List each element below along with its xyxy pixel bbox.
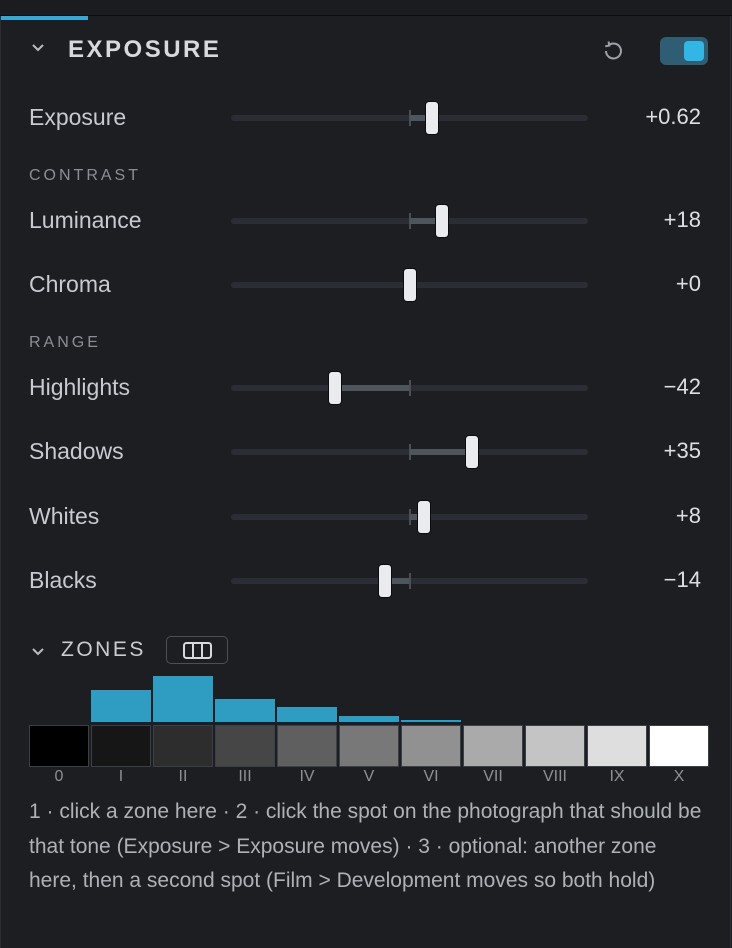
zone-columns-button[interactable] bbox=[166, 636, 228, 664]
slider-track[interactable] bbox=[231, 501, 588, 533]
slider-track[interactable] bbox=[231, 436, 588, 468]
zone-swatch[interactable] bbox=[649, 725, 709, 767]
slider-fill bbox=[384, 578, 410, 584]
enable-toggle[interactable] bbox=[660, 37, 708, 65]
slider-label: Luminance bbox=[29, 207, 142, 233]
help-text: 1 · click a zone here · 2 · click the sp… bbox=[29, 800, 702, 892]
slider-track[interactable] bbox=[231, 205, 588, 237]
zone-label: VII bbox=[483, 768, 503, 785]
slider-track[interactable] bbox=[231, 372, 588, 404]
slider-handle[interactable] bbox=[378, 565, 391, 597]
slider-row-shadows: Shadows +35 bbox=[0, 431, 732, 471]
zone-label: 0 bbox=[54, 768, 64, 785]
zone-swatch[interactable] bbox=[525, 725, 585, 767]
slider-fill bbox=[409, 514, 424, 520]
zone-label: V bbox=[363, 768, 375, 785]
slider-label: Highlights bbox=[29, 374, 130, 400]
zone-label: I bbox=[118, 768, 124, 785]
slider-label: Chroma bbox=[29, 271, 111, 297]
zone-label: II bbox=[178, 768, 188, 785]
zone-swatch[interactable] bbox=[29, 725, 89, 767]
histogram-bar bbox=[215, 699, 275, 722]
slider-track[interactable] bbox=[231, 102, 588, 134]
exposure-panel bbox=[0, 16, 731, 948]
collapse-chevron-icon[interactable] bbox=[31, 40, 45, 56]
zone-swatch[interactable] bbox=[91, 725, 151, 767]
zones-header: ZONES bbox=[0, 632, 732, 668]
zone-label: VI bbox=[423, 768, 439, 785]
slider-handle[interactable] bbox=[425, 102, 438, 134]
slider-fill bbox=[409, 449, 472, 455]
zone-swatch[interactable] bbox=[153, 725, 213, 767]
zones-chevron-icon[interactable] bbox=[31, 644, 45, 660]
histogram-bar bbox=[153, 676, 213, 722]
group-label-contrast: CONTRAST bbox=[29, 167, 141, 184]
slider-value[interactable]: +0.62 bbox=[645, 104, 701, 129]
zone-label: X bbox=[673, 768, 685, 785]
slider-fill bbox=[334, 385, 410, 391]
slider-value[interactable]: +0 bbox=[675, 271, 701, 296]
histogram-bar bbox=[277, 707, 337, 722]
slider-row-luminance: Luminance +18 bbox=[0, 200, 732, 240]
slider-row-highlights: Highlights −42 bbox=[0, 367, 732, 407]
zone-swatch[interactable] bbox=[277, 725, 337, 767]
active-tab-indicator bbox=[0, 16, 88, 20]
slider-center-mark bbox=[409, 380, 411, 396]
slider-handle[interactable] bbox=[328, 372, 341, 404]
reset-icon[interactable] bbox=[600, 38, 626, 64]
slider-handle[interactable] bbox=[465, 436, 478, 468]
toggle-knob bbox=[684, 41, 704, 61]
zone-swatch[interactable] bbox=[401, 725, 461, 767]
slider-value[interactable]: −14 bbox=[663, 567, 701, 592]
slider-row-blacks: Blacks −14 bbox=[0, 560, 732, 600]
histogram-bar bbox=[339, 716, 399, 722]
zone-swatch[interactable] bbox=[339, 725, 399, 767]
group-label-range: RANGE bbox=[29, 334, 101, 351]
zones-title[interactable]: ZONES bbox=[61, 638, 146, 661]
slider-value[interactable]: −42 bbox=[663, 374, 701, 399]
zone-swatch[interactable] bbox=[587, 725, 647, 767]
slider-row-exposure: Exposure +0.62 bbox=[0, 97, 732, 137]
slider-label: Shadows bbox=[29, 438, 124, 464]
slider-handle[interactable] bbox=[435, 205, 448, 237]
zone-label: VIII bbox=[542, 768, 567, 785]
slider-track[interactable] bbox=[231, 565, 588, 597]
slider-fill bbox=[409, 115, 432, 121]
slider-label: Blacks bbox=[29, 567, 97, 593]
section-title[interactable]: EXPOSURE bbox=[68, 36, 222, 63]
zone-swatch[interactable] bbox=[215, 725, 275, 767]
zone-swatch[interactable] bbox=[463, 725, 523, 767]
zone-label: III bbox=[238, 768, 252, 785]
slider-track[interactable] bbox=[231, 269, 588, 301]
slider-value[interactable]: +8 bbox=[675, 503, 701, 528]
slider-value[interactable]: +35 bbox=[663, 438, 701, 463]
slider-row-chroma: Chroma +0 bbox=[0, 264, 732, 304]
zone-histogram bbox=[29, 666, 707, 722]
slider-handle[interactable] bbox=[417, 501, 430, 533]
slider-label: Whites bbox=[29, 503, 100, 529]
histogram-bar bbox=[401, 719, 461, 722]
slider-fill bbox=[409, 218, 442, 224]
histogram-bar bbox=[91, 689, 151, 722]
top-bar bbox=[0, 0, 732, 20]
slider-label: Exposure bbox=[29, 104, 127, 130]
slider-row-whites: Whites +8 bbox=[0, 496, 732, 536]
slider-center-mark bbox=[409, 573, 411, 589]
zone-label: IV bbox=[299, 768, 315, 785]
columns-icon bbox=[167, 642, 229, 669]
zone-label: IX bbox=[609, 768, 625, 785]
zone-labels: 0 I II III IV V VI VII VIII IX X bbox=[29, 768, 707, 788]
slider-handle[interactable] bbox=[403, 269, 416, 301]
zone-swatches bbox=[29, 725, 709, 767]
slider-value[interactable]: +18 bbox=[663, 207, 701, 232]
